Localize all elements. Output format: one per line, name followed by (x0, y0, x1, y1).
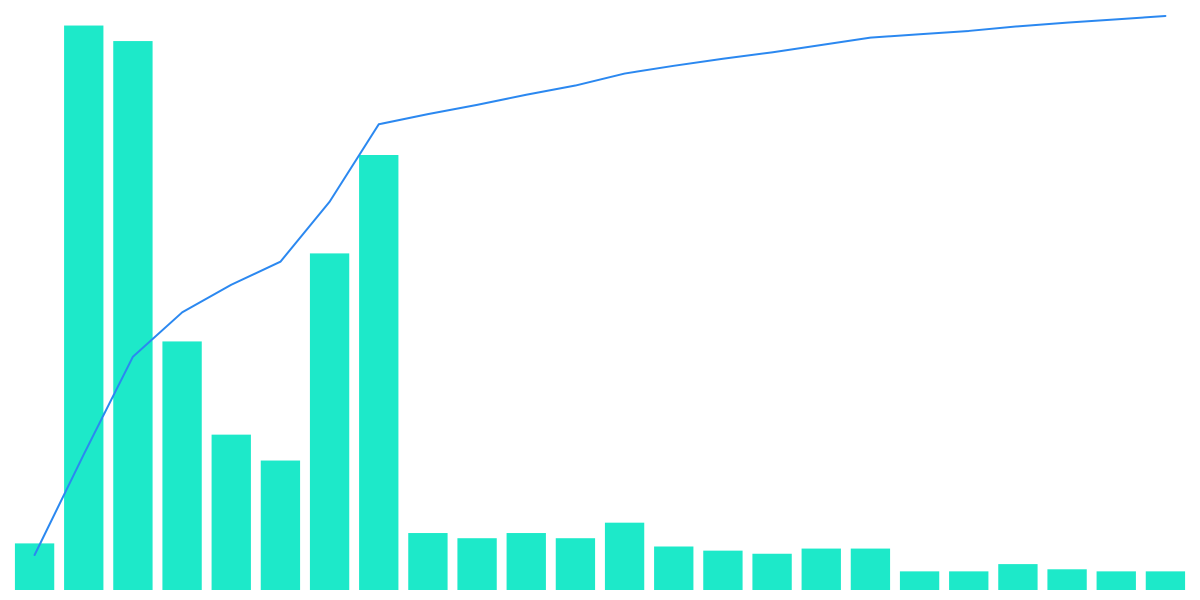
bar (900, 571, 939, 590)
bar (15, 543, 54, 590)
bar (457, 538, 496, 590)
bar (408, 533, 447, 590)
bar (1146, 571, 1185, 590)
bar (310, 253, 349, 590)
chart-svg (0, 0, 1200, 600)
pareto-chart (0, 0, 1200, 600)
bar (949, 571, 988, 590)
bar (851, 549, 890, 590)
bar (1047, 569, 1086, 590)
bar (64, 26, 103, 590)
bar (998, 564, 1037, 590)
bar (261, 461, 300, 590)
bar (654, 547, 693, 591)
bar (113, 41, 152, 590)
bar (507, 533, 546, 590)
bar (752, 554, 791, 590)
bar (212, 435, 251, 590)
bar (605, 523, 644, 590)
bar (703, 551, 742, 590)
bar (556, 538, 595, 590)
bar (802, 549, 841, 590)
bar (1097, 571, 1136, 590)
bar (359, 155, 398, 590)
bar (162, 341, 201, 590)
